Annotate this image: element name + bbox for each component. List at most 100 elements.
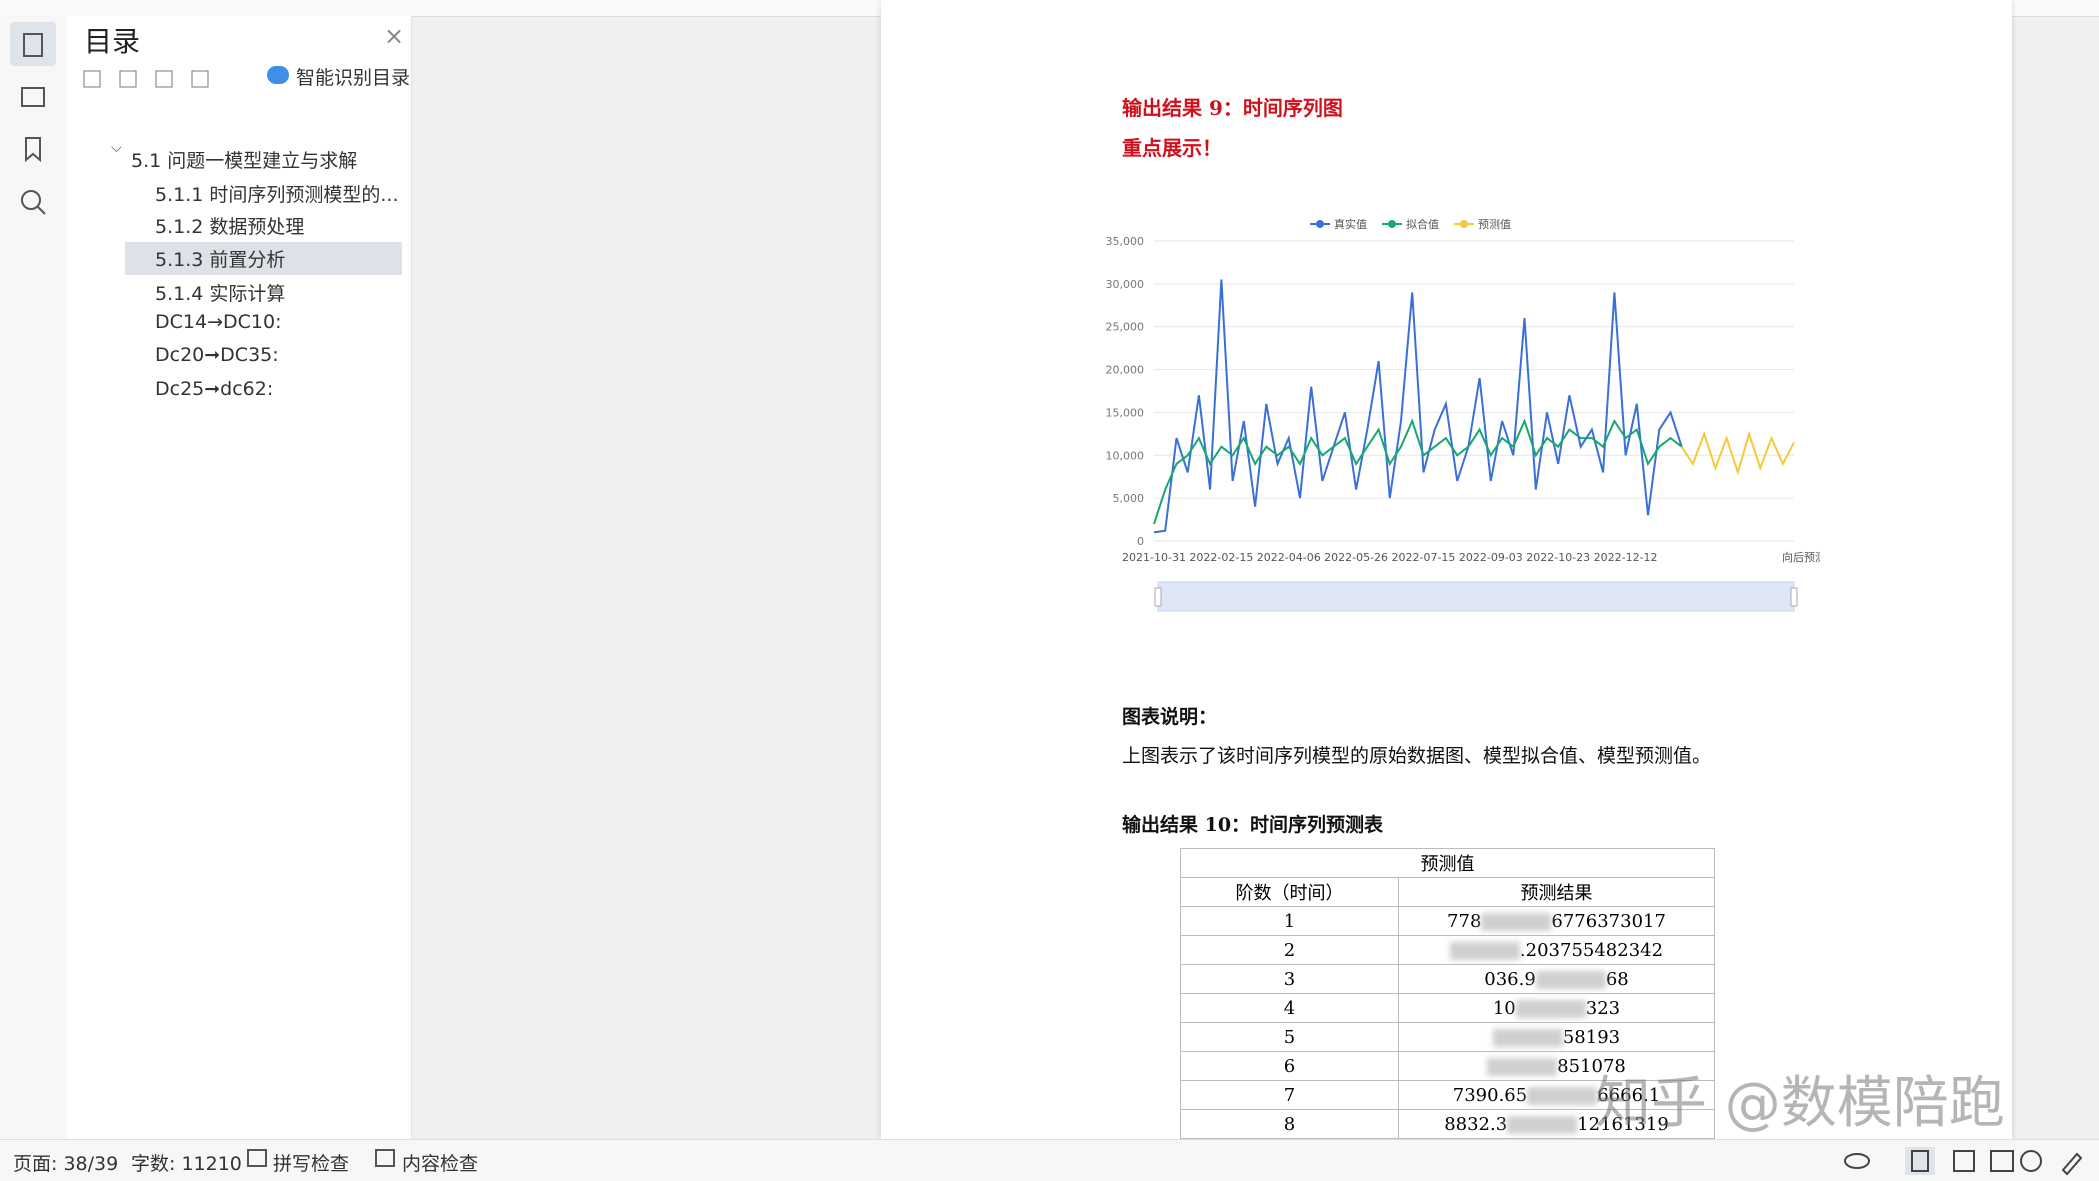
y-tick-label: 35,000 — [1106, 235, 1145, 248]
toc-item[interactable]: Dc25➞dc62: — [155, 378, 274, 400]
table-value: 323 — [1585, 997, 1621, 1019]
blur — [1481, 912, 1552, 931]
y-tick-label: 30,000 — [1106, 278, 1145, 291]
table-value: 778 — [1447, 910, 1482, 932]
legend-dot — [1460, 220, 1468, 228]
table-value: 8832.3 — [1444, 1113, 1508, 1135]
watermark: 知乎 @数模陪跑 — [1595, 1071, 2005, 1136]
legend-label: 预测值 — [1478, 218, 1511, 231]
caption-title: 图表说明： — [1122, 706, 1218, 728]
series-line — [1153, 279, 1683, 534]
search-icon-handle — [37, 206, 46, 215]
blur — [1507, 1115, 1578, 1134]
toc-item[interactable]: 5.1.3 前置分析 — [155, 249, 286, 271]
y-tick-label: 10,000 — [1106, 449, 1145, 462]
edit-button[interactable] — [2061, 1152, 2083, 1176]
content-icon — [375, 1149, 395, 1167]
x-tick-label: 2021-10-31 — [1122, 551, 1186, 564]
view-icons — [1844, 1147, 2083, 1176]
x-tick-label: 2022-10-23 — [1526, 551, 1590, 564]
collapse-button[interactable] — [83, 70, 101, 88]
x-tick-label: 向后预测 — [1782, 550, 1820, 564]
x-tick-label: 2022-04-06 — [1257, 551, 1321, 564]
icons — [10, 22, 56, 215]
table-row: 1 778 6776373017 — [1180, 906, 1715, 936]
blur — [1449, 941, 1520, 960]
status-bar: 页面: 38/39 字数: 11210 拼写检查 内容检查 — [0, 1139, 2099, 1181]
heading: 输出结果 9：时间序列图 — [1122, 96, 1343, 120]
x-tick-label: 2022-07-15 — [1392, 551, 1456, 564]
table-value: 6776373017 — [1551, 910, 1666, 932]
blur — [1515, 999, 1586, 1018]
toc-item[interactable]: 5.1.2 数据预处理 — [155, 216, 305, 238]
expand-button[interactable] — [119, 70, 137, 88]
zoom-slider[interactable] — [1157, 581, 1795, 612]
content-check-button[interactable]: 内容检查 — [402, 1153, 479, 1175]
y-tick-label: 5,000 — [1113, 492, 1145, 505]
series-line — [1153, 418, 1683, 525]
legend-label: 拟合值 — [1406, 217, 1439, 231]
close-button[interactable]: × — [384, 22, 405, 50]
table-cell: 1 — [1180, 906, 1399, 936]
toc-item[interactable]: 5.1 问题一模型建立与求解 — [131, 150, 358, 172]
table-value: 12161319 — [1577, 1113, 1669, 1135]
toc-panel: 目录 × 智能识别目录 5.1 问题一模型建立与求解 5.1.1 时间序列预测模型… — [67, 16, 412, 1139]
toc-item[interactable]: 5.1.4 实际计算 — [155, 283, 286, 305]
emphasis: 重点展示！ — [1122, 136, 1222, 160]
page-count: 页面: 38/39 — [13, 1153, 119, 1175]
table-cell: 6 — [1180, 1051, 1399, 1081]
x-tick-label: 2022-02-15 — [1189, 551, 1253, 564]
toc-icon[interactable] — [23, 33, 43, 57]
table-row: 2 .203755482342 — [1180, 935, 1715, 965]
table-cell: 5 — [1180, 1022, 1399, 1052]
search-icon[interactable] — [21, 190, 41, 210]
smart-icon — [267, 66, 289, 84]
legend-label: 真实值 — [1334, 217, 1367, 231]
remove-button[interactable] — [191, 70, 209, 88]
table-value: 851078 — [1557, 1055, 1626, 1077]
table-cell: 8832.3 12161319 — [1398, 1109, 1715, 1139]
expand-caret: ⌵ — [111, 140, 122, 156]
table-value: 68 — [1605, 968, 1629, 990]
spell-check-button[interactable]: 拼写检查 — [273, 1153, 350, 1175]
y-tick-label: 0 — [1137, 535, 1144, 548]
table-row: 8 8832.3 12161319 — [1180, 1109, 1715, 1139]
table-cell: 778 6776373017 — [1398, 906, 1715, 936]
nav-icon[interactable] — [21, 87, 45, 107]
eye-button[interactable] — [1844, 1153, 1870, 1169]
spell-icon — [247, 1149, 267, 1167]
table-cell: .203755482342 — [1398, 935, 1715, 965]
table-cell: 7 — [1180, 1080, 1399, 1110]
read-view-button[interactable] — [1990, 1150, 2014, 1172]
outline-view-button[interactable] — [1953, 1150, 1975, 1172]
series-line — [1680, 430, 1795, 476]
table-cell: 036.9 68 — [1398, 964, 1715, 994]
table-cell: 7390.65 6666.1 — [1398, 1080, 1715, 1110]
table-row: 4 10 323 — [1180, 993, 1715, 1023]
word-count: 字数: 11210 — [131, 1153, 242, 1175]
toc-item[interactable]: Dc20➞DC35: — [155, 344, 279, 366]
toc-item[interactable]: DC14→DC10: — [155, 311, 282, 333]
table-value: 036.9 — [1484, 968, 1536, 990]
smart-toc-button[interactable]: 智能识别目录 — [296, 67, 411, 89]
bookmark-icon[interactable] — [25, 137, 41, 163]
toc-tools — [83, 70, 209, 88]
table-value: 10 — [1492, 997, 1516, 1019]
table-cell: 58193 — [1398, 1022, 1715, 1052]
table-row: 5 58193 — [1180, 1022, 1715, 1052]
y-tick-label: 15,000 — [1106, 406, 1145, 419]
blur — [1535, 970, 1606, 989]
chart: 0 5,000 10,000 15,000 20,000 25,000 30,000 35,0… — [1106, 217, 1820, 612]
table-cell: 4 — [1180, 993, 1399, 1023]
caption-text: 上图表示了该时间序列模型的原始数据图、模型拟合值、模型预测值。 — [1122, 745, 1712, 767]
toc-highlight — [125, 242, 402, 275]
add-button[interactable] — [155, 70, 173, 88]
toc-item[interactable]: 5.1.1 时间序列预测模型的... — [155, 184, 399, 206]
table-header: 预测结果 — [1398, 877, 1715, 907]
x-tick-label: 2022-09-03 — [1459, 551, 1523, 564]
legend-dot — [1316, 220, 1324, 228]
page-view-button[interactable] — [1911, 1150, 1929, 1172]
web-view-button[interactable] — [2020, 1150, 2042, 1172]
table-value: 58193 — [1562, 1026, 1621, 1048]
x-tick-label: 2022-05-26 — [1324, 551, 1388, 564]
